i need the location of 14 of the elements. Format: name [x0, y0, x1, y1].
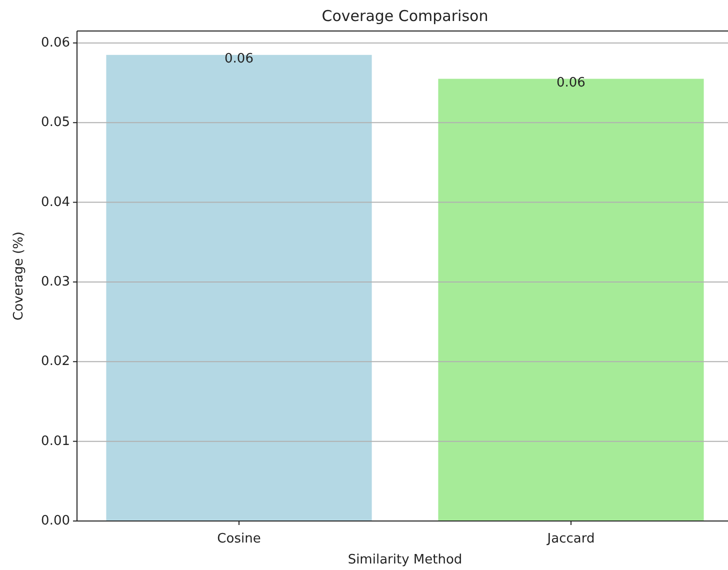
- y-tick-label: 0.05: [41, 115, 70, 130]
- y-axis-title: Coverage (%): [12, 232, 27, 320]
- y-tick-label: 0.04: [41, 194, 70, 210]
- data-label: 0.06: [224, 51, 254, 66]
- y-tick-label: 0.03: [41, 274, 70, 290]
- x-axis-title: Similarity Method: [348, 552, 462, 568]
- data-label: 0.06: [556, 75, 586, 90]
- y-tick-label: 0.00: [41, 514, 70, 529]
- y-tick-label: 0.01: [41, 434, 70, 449]
- chart-title: Coverage Comparison: [322, 7, 488, 26]
- x-tick-label: Jaccard: [546, 532, 595, 547]
- y-tick-label: 0.02: [41, 354, 70, 370]
- x-tick-label: Cosine: [217, 532, 261, 547]
- y-tick-label: 0.06: [41, 36, 70, 51]
